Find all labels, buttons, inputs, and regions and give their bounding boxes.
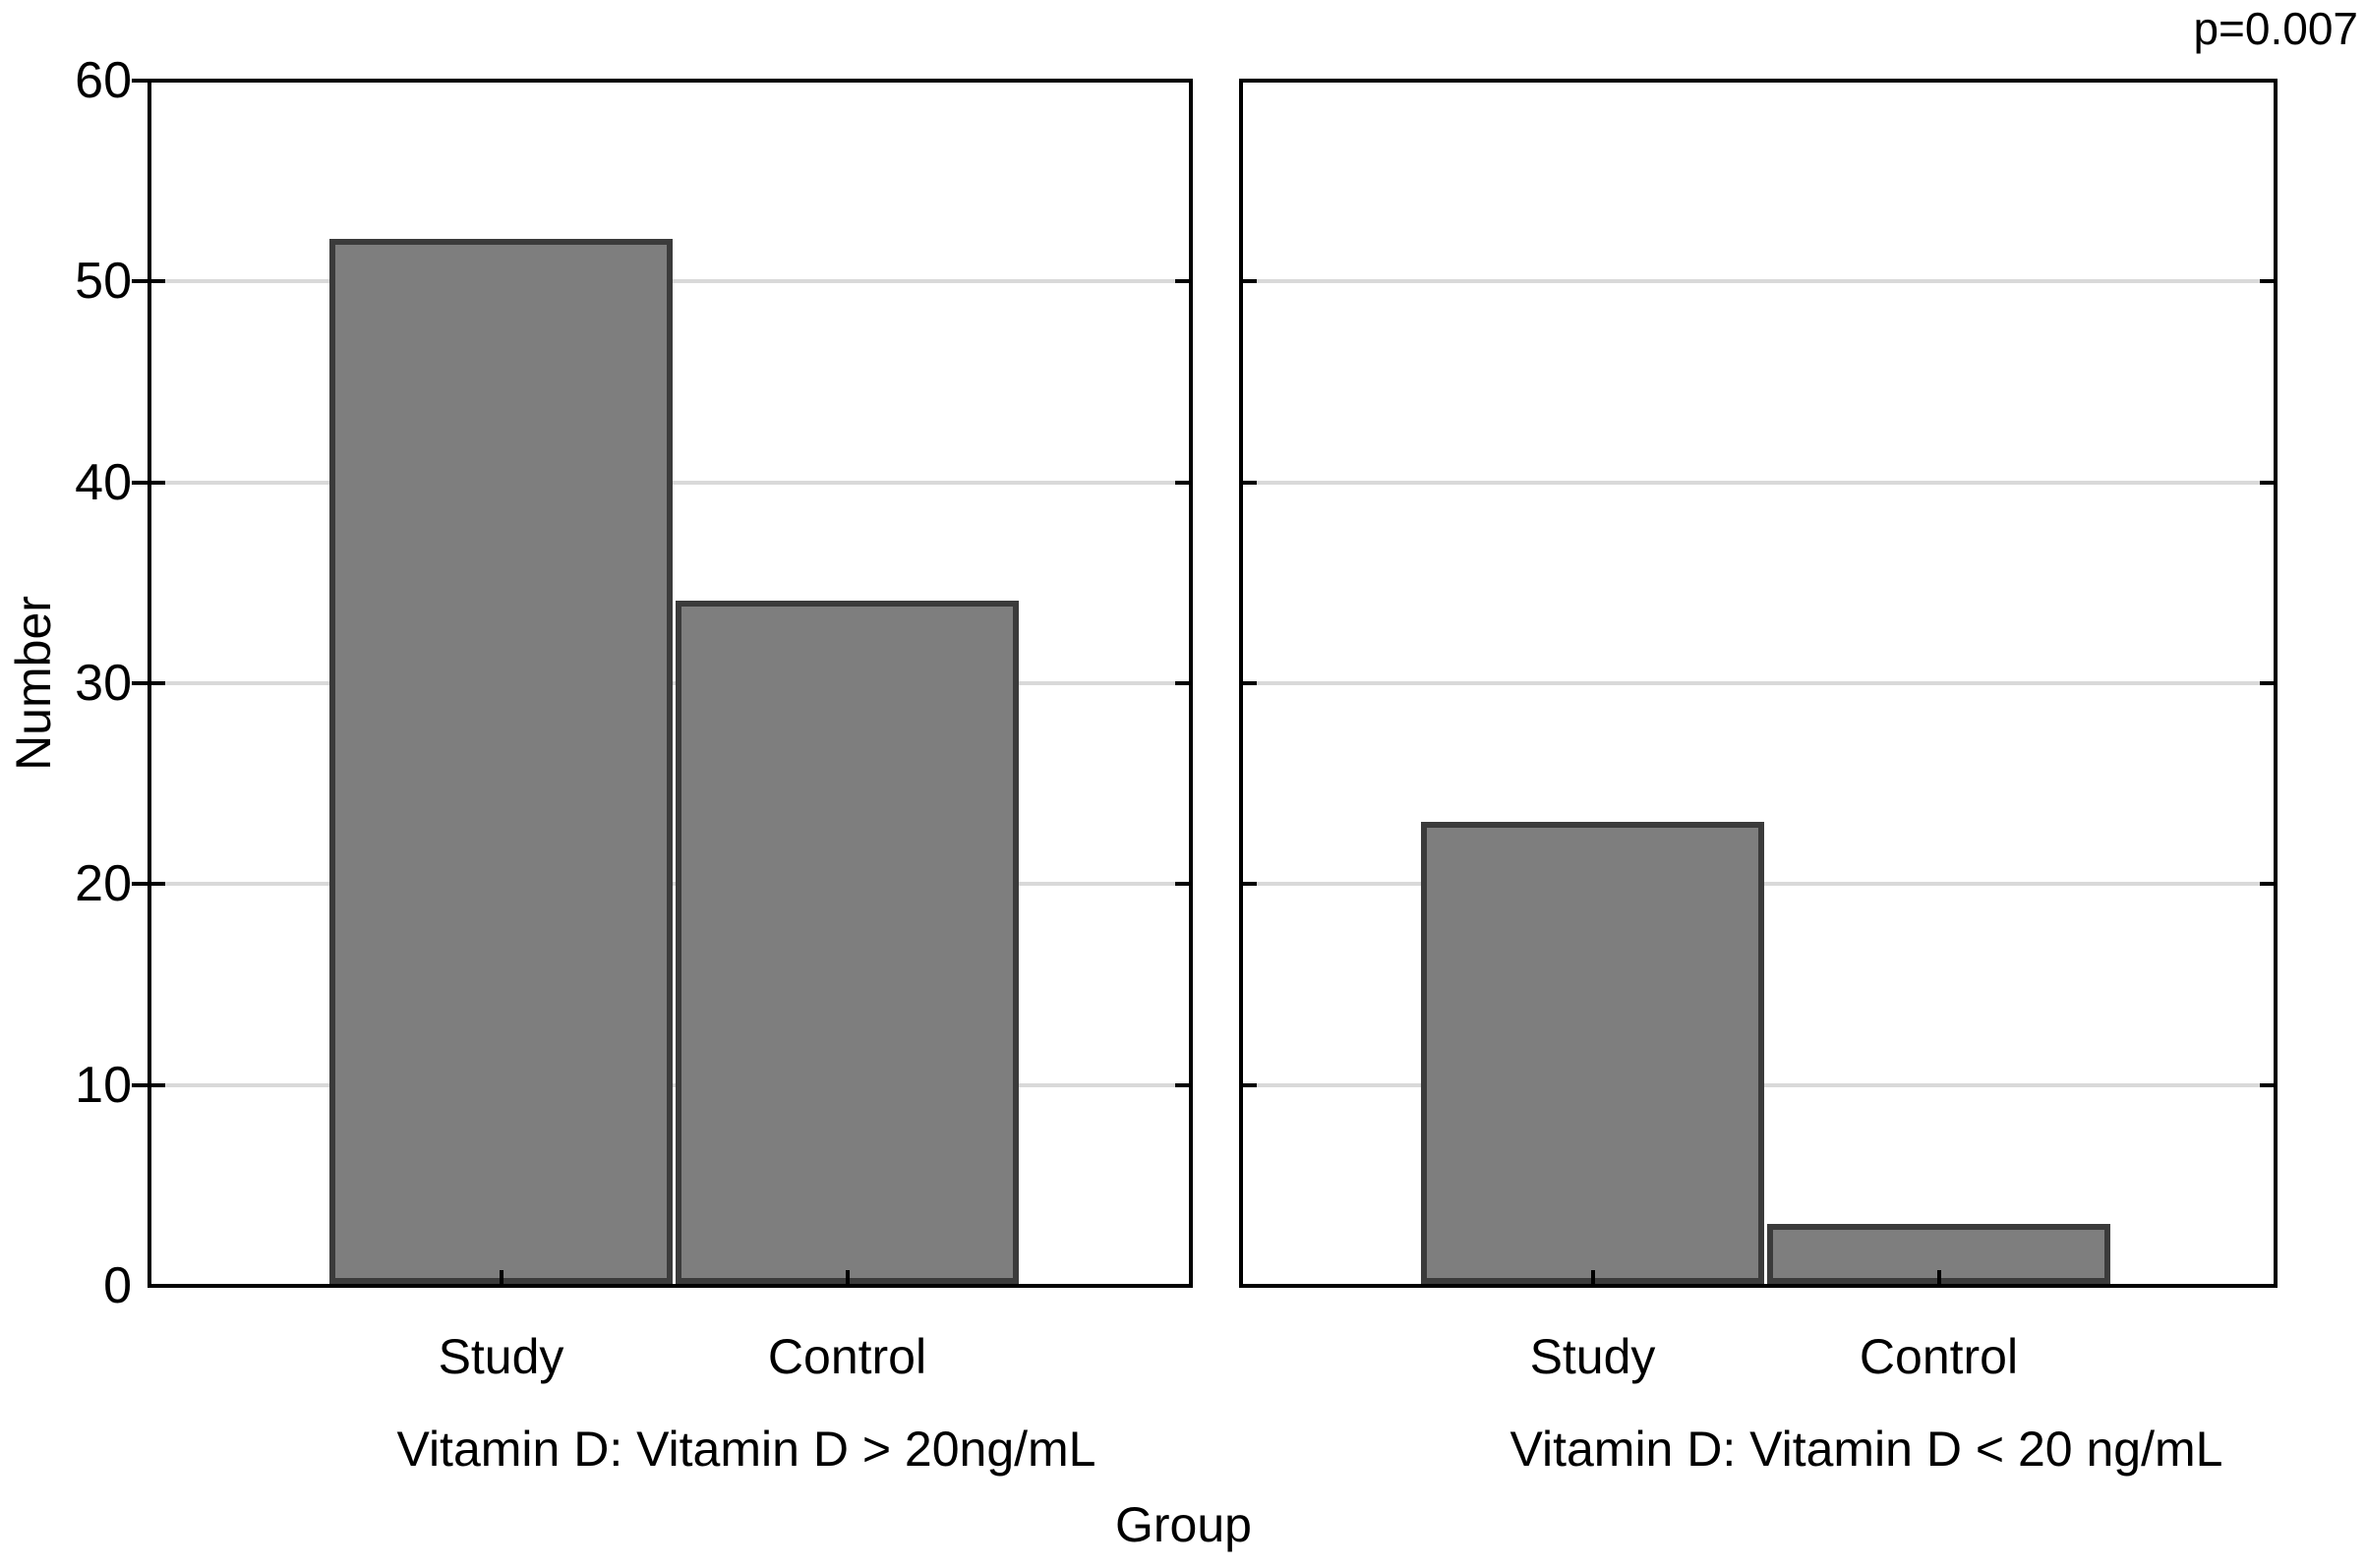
category-label-control: Control [767,1329,927,1384]
category-label-control: Control [1859,1329,2019,1384]
bar-study [329,239,673,1284]
y-tick-inner [1243,882,1257,887]
panel-title-1: Vitamin D: Vitamin D > 20ng/mL [396,1422,1096,1477]
y-tick-inner [1243,480,1257,485]
y-tick-outer [132,279,148,284]
y-tick-outer [132,79,148,83]
y-tick-label-40: 40 [75,453,132,511]
panel-title-2: Vitamin D: Vitamin D < 20 ng/mL [1509,1422,2223,1477]
y-tick-label-20: 20 [75,855,132,913]
y-tick-inner [151,681,165,685]
y-tick-label-30: 30 [75,655,132,712]
y-tick-inner [1175,882,1189,887]
y-tick-outer [132,681,148,685]
y-tick-outer [132,1082,148,1087]
y-tick-inner [2260,1082,2274,1087]
p-value-annotation: p=0.007 [2193,3,2358,54]
y-tick-inner [2260,480,2274,485]
bar-study [1421,822,1764,1284]
y-tick-outer [132,882,148,887]
y-tick-inner [151,279,165,284]
y-tick-inner [1175,1082,1189,1087]
y-tick-inner [151,480,165,485]
gridline-50 [1243,279,2274,284]
category-label-study: Study [438,1329,564,1384]
bar-control [676,601,1019,1284]
y-tick-label-0: 0 [103,1257,132,1314]
y-tick-inner [1243,681,1257,685]
y-tick-label-60: 60 [75,52,132,109]
y-tick-inner [2260,681,2274,685]
gridline-30 [1243,681,2274,685]
x-tick [1936,1270,1941,1284]
y-tick-label-50: 50 [75,253,132,311]
y-tick-inner [1243,279,1257,284]
gridline-40 [1243,480,2274,485]
y-tick-inner [1243,1082,1257,1087]
x-tick [1590,1270,1595,1284]
y-tick-inner [1175,681,1189,685]
y-tick-inner [1175,480,1189,485]
y-tick-label-10: 10 [75,1056,132,1114]
y-tick-inner [2260,279,2274,284]
y-tick-inner [151,882,165,887]
x-axis-title: Group [1115,1497,1252,1552]
y-tick-inner [1175,279,1189,284]
x-tick [499,1270,503,1284]
y-tick-outer [132,480,148,485]
y-tick-inner [151,1082,165,1087]
category-label-study: Study [1529,1329,1656,1384]
y-tick-inner [2260,882,2274,887]
x-tick [845,1270,850,1284]
